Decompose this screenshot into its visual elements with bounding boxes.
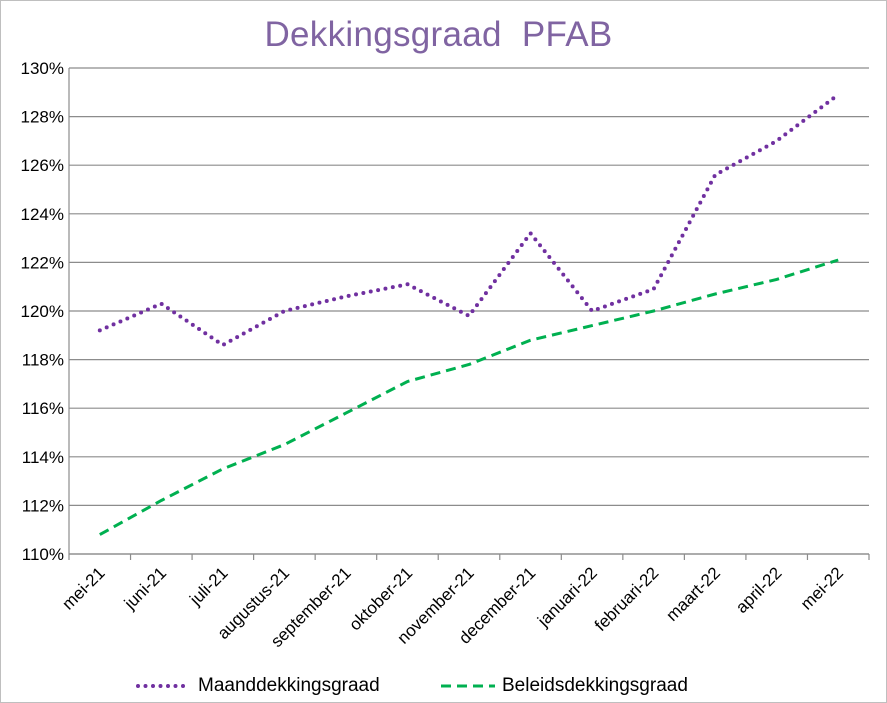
y-tick-label: 114% xyxy=(22,448,64,467)
x-tick-label: maart-22 xyxy=(662,563,724,625)
x-tick-label: april-22 xyxy=(732,563,786,617)
series-line-maanddekkingsgraad xyxy=(97,92,841,348)
legend-item-maanddekkingsgraad: Maanddekkingsgraad xyxy=(136,672,380,700)
y-tick-label: 122% xyxy=(21,253,64,272)
x-tick-label: februari-22 xyxy=(591,563,663,635)
legend: Maanddekkingsgraad Beleidsdekkingsgraad xyxy=(0,672,887,700)
series-line-beleidsdekkingsgraad xyxy=(99,258,839,536)
y-tick-label: 110% xyxy=(22,545,64,564)
legend-swatch-dashed xyxy=(441,684,495,688)
y-tick-label: 130% xyxy=(21,59,64,78)
legend-swatch-dotted xyxy=(136,684,192,688)
legend-item-beleidsdekkingsgraad: Beleidsdekkingsgraad xyxy=(440,672,688,700)
y-tick-label: 128% xyxy=(21,108,64,127)
y-tick-label: 120% xyxy=(21,302,64,321)
x-tick-label: juni-21 xyxy=(120,563,170,613)
x-tick-label: mei-22 xyxy=(797,563,847,613)
y-tick-label: 126% xyxy=(21,156,64,175)
chart-title: Dekkingsgraad PFAB xyxy=(264,15,613,54)
legend-label-beleidsdekkingsgraad: Beleidsdekkingsgraad xyxy=(502,675,688,696)
y-tick-label: 124% xyxy=(21,205,64,224)
y-tick-label: 118% xyxy=(22,351,64,370)
y-tick-label: 116% xyxy=(22,399,64,418)
legend-label-maanddekkingsgraad: Maanddekkingsgraad xyxy=(198,675,380,696)
x-tick-label: mei-21 xyxy=(58,563,108,613)
y-tick-label: 112% xyxy=(22,496,64,515)
x-tick-label: juli-21 xyxy=(185,563,231,609)
